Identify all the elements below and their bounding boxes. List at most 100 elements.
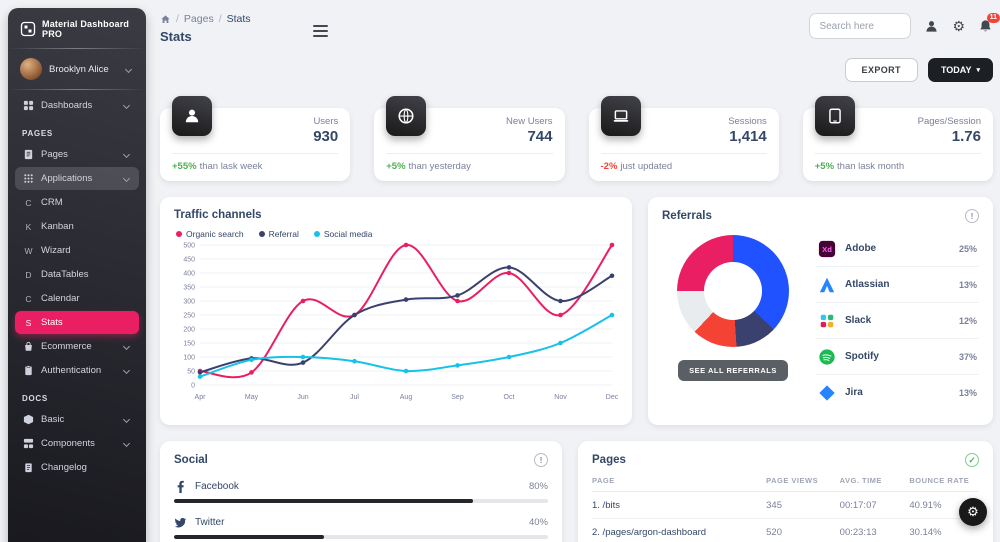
stat-footnote: +5% than lask month: [814, 161, 905, 172]
svg-text:200: 200: [183, 327, 195, 334]
sidebar-section-docs: DOCS: [22, 394, 48, 403]
svg-text:500: 500: [183, 243, 195, 250]
pages-card: Pages ✓ PAGE PAGE VIEWS AVG. TIME BOUNCE RA…: [578, 441, 993, 542]
breadcrumb-separator: /: [176, 13, 179, 25]
sidebar-item-letter: C: [25, 197, 32, 208]
svg-text:Jun: Jun: [297, 394, 308, 401]
brand[interactable]: Material Dashboard PRO: [8, 8, 146, 48]
legend-dot: [176, 231, 182, 237]
referral-percentage: 37%: [958, 351, 977, 362]
sidebar-item-stats[interactable]: S Stats: [15, 311, 139, 334]
svg-text:Jul: Jul: [350, 394, 359, 401]
sidebar-item-kanban[interactable]: K Kanban: [15, 215, 139, 238]
sidebar-item-pages[interactable]: Pages: [15, 143, 139, 166]
cube-icon: [23, 414, 34, 425]
svg-text:300: 300: [183, 299, 195, 306]
search-input[interactable]: [809, 13, 912, 39]
referral-brand-name: Slack: [845, 315, 872, 326]
pages-icon: [23, 149, 34, 160]
sidebar-item-wizard[interactable]: W Wizard: [15, 239, 139, 262]
export-button[interactable]: EXPORT: [844, 58, 918, 82]
avatar: [20, 58, 42, 80]
stat-footnote: +55% than lask week: [172, 161, 263, 172]
stat-card-pages-session: Pages/Session 1.76 +5% than lask month: [802, 96, 993, 181]
sidebar-item-label: Stats: [41, 317, 63, 328]
table-cell: 520: [766, 526, 782, 538]
card-title: Pages: [592, 454, 626, 466]
slack-icon: [818, 312, 836, 330]
notifications-bell-icon[interactable]: 11: [978, 12, 1000, 34]
home-icon[interactable]: [160, 14, 171, 25]
see-all-referrals-button[interactable]: SEE ALL REFERRALS: [678, 360, 788, 381]
settings-fab-gear-icon[interactable]: ⚙: [959, 498, 987, 526]
today-button[interactable]: TODAY ▾: [927, 58, 993, 82]
sidebar-item-basic[interactable]: Basic: [15, 408, 139, 431]
chevron-down-icon: [122, 150, 131, 159]
hamburger-menu-icon[interactable]: [312, 25, 328, 37]
sidebar-item-label: Calendar: [41, 293, 80, 304]
stat-footnote: +5% than yesterday: [386, 161, 471, 172]
referral-brand-name: Spotify: [845, 351, 879, 362]
card-title: Referrals: [662, 210, 712, 222]
social-percentage: 80%: [528, 481, 548, 492]
sidebar-user[interactable]: Brooklyn Alice: [8, 49, 146, 89]
referral-brand-name: Adobe: [845, 243, 877, 254]
sidebar-item-label: DataTables: [41, 269, 89, 280]
account-icon[interactable]: [924, 19, 939, 34]
card-title: Social: [174, 454, 208, 466]
sidebar-item-crm[interactable]: C CRM: [15, 191, 139, 214]
social-rows: Facebook 80% Twitter 40%: [174, 480, 548, 539]
sidebar-item-ecommerce[interactable]: Ecommerce: [15, 335, 139, 358]
svg-text:350: 350: [183, 285, 195, 292]
stat-cards-row: Users 930 +55% than lask week New Users 7…: [160, 96, 993, 181]
sidebar-item-letter: S: [25, 317, 32, 328]
progress-bar: [174, 499, 548, 503]
social-percentage: 40%: [528, 517, 548, 528]
sidebar-item-components[interactable]: Components: [15, 432, 139, 455]
sidebar-item-label: Ecommerce: [41, 341, 92, 352]
referral-percentage: 25%: [958, 243, 977, 254]
svg-text:Nov: Nov: [554, 394, 567, 401]
sidebar-item-applications[interactable]: Applications: [15, 167, 139, 190]
breadcrumb-item-pages[interactable]: Pages: [183, 13, 214, 25]
stat-card-new-users: New Users 744 +5% than yesterday: [374, 96, 565, 181]
svg-text:0: 0: [191, 383, 195, 390]
sidebar-item-calendar[interactable]: C Calendar: [15, 287, 139, 310]
stat-footnote: -2% just updated: [600, 161, 673, 172]
sidebar-item-changelog[interactable]: Changelog: [15, 456, 139, 479]
settings-gear-icon[interactable]: ⚙: [952, 18, 965, 34]
chevron-down-icon: [124, 65, 133, 73]
stat-value: 1,414: [729, 128, 767, 145]
sidebar-item-label: Components: [41, 438, 95, 449]
components-icon: [23, 438, 34, 449]
stat-value: 930: [313, 128, 339, 145]
svg-text:150: 150: [183, 341, 195, 348]
social-network-name: Twitter: [195, 517, 225, 528]
svg-text:50: 50: [187, 369, 195, 376]
sidebar-item-authentication[interactable]: Authentication: [15, 359, 139, 382]
sidebar-item-letter: W: [24, 245, 33, 256]
info-icon[interactable]: !: [534, 453, 548, 467]
sidebar-item-label: Changelog: [41, 462, 87, 473]
brand-title: Material Dashboard PRO: [42, 19, 130, 39]
progress-bar: [174, 535, 548, 539]
table-header-cell: BOUNCE RATE: [909, 476, 970, 485]
check-icon: ✓: [965, 453, 979, 467]
table-cell: 345: [766, 499, 782, 511]
sidebar-item-label: Basic: [41, 414, 65, 425]
caret-down-icon: ▾: [976, 67, 980, 74]
svg-text:Apr: Apr: [195, 394, 207, 401]
social-row-twitter: Twitter 40%: [174, 516, 548, 539]
referral-row-jira: Jira 13%: [816, 375, 979, 410]
referrals-card: Referrals ! SEE ALL REFERRALS Xd Adobe 25%…: [648, 197, 993, 425]
chevron-down-icon: [122, 101, 131, 110]
divider: [8, 89, 146, 90]
clipboard-icon: [23, 365, 34, 376]
info-icon[interactable]: !: [965, 209, 979, 223]
sidebar-item-label: Dashboards: [41, 100, 93, 111]
apps-grid-icon: [23, 173, 34, 184]
jira-icon: [818, 384, 836, 402]
sidebar-item-dashboards[interactable]: Dashboards: [15, 94, 139, 117]
sidebar-item-datatables[interactable]: D DataTables: [15, 263, 139, 286]
stat-label: Users: [313, 116, 339, 127]
